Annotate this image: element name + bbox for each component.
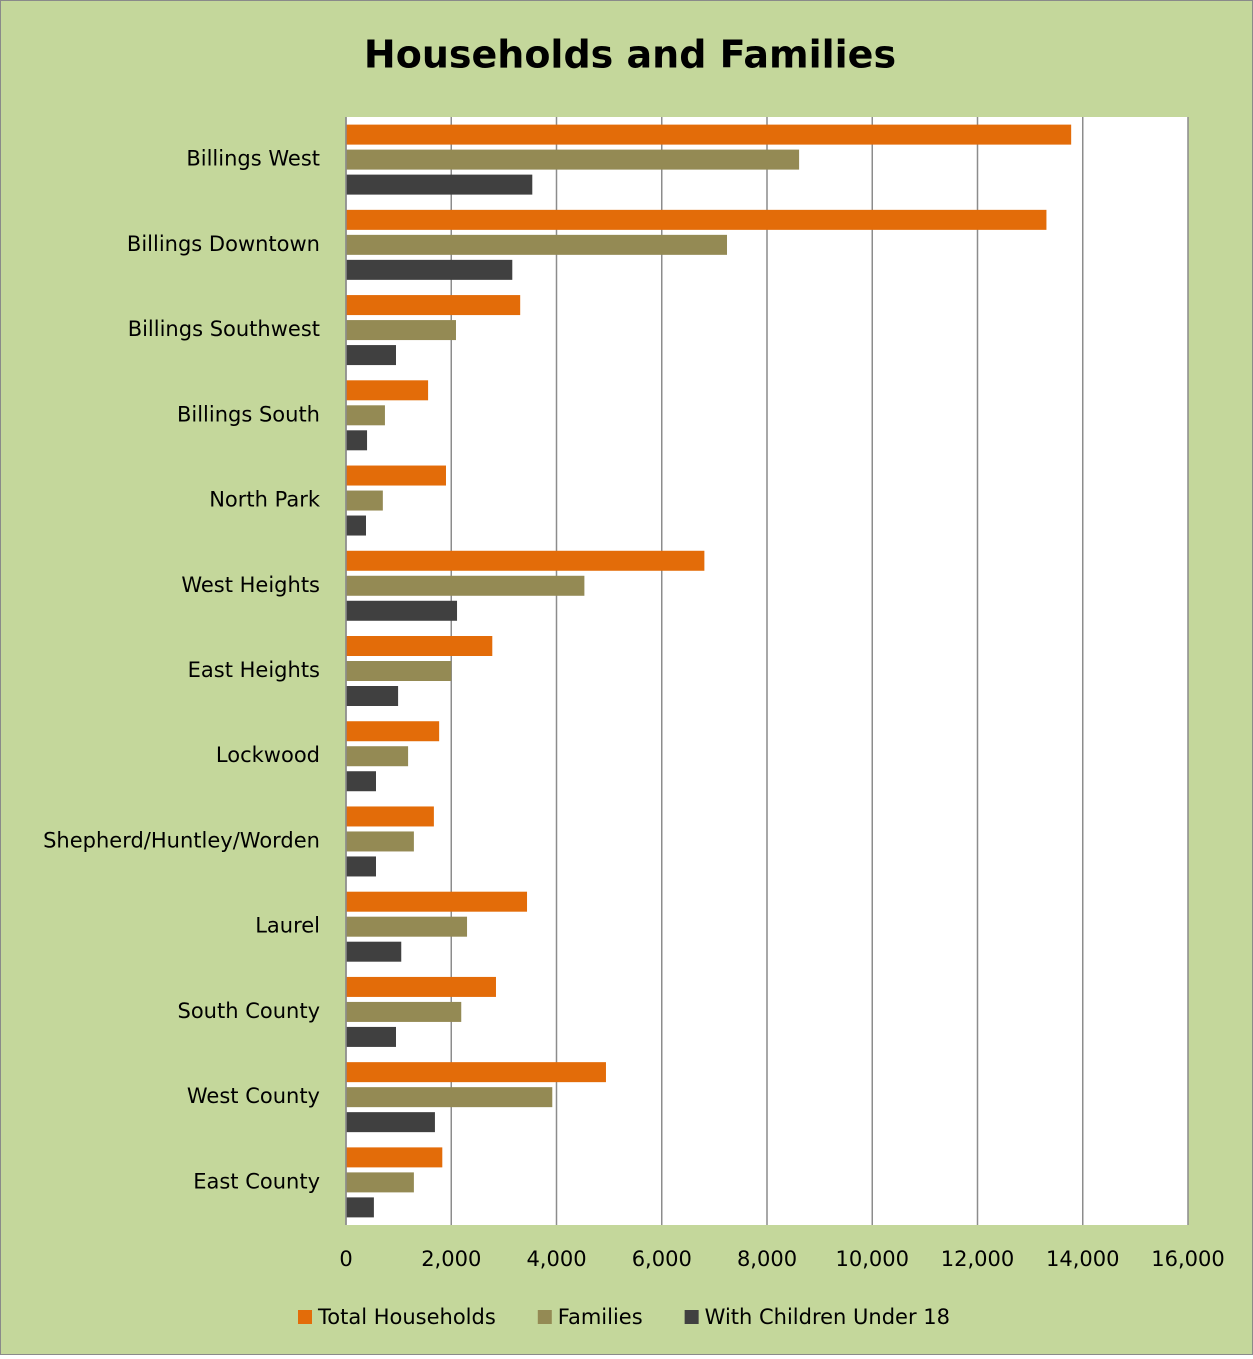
bar: [346, 1197, 374, 1218]
y-tick-label: Billings Southwest: [128, 317, 320, 341]
bar: [346, 1172, 414, 1193]
bar: [346, 405, 385, 426]
bar: [346, 856, 376, 877]
y-tick-label: West County: [187, 1084, 320, 1108]
legend-swatch: [298, 1310, 312, 1324]
legend-label: Total Households: [317, 1305, 496, 1329]
bar: [346, 976, 496, 997]
bar: [346, 1147, 443, 1168]
bar: [346, 600, 458, 621]
bar: [346, 916, 468, 937]
x-tick-label: 0: [339, 1247, 352, 1271]
x-tick-label: 16,000: [1151, 1247, 1224, 1271]
bar: [346, 721, 440, 742]
y-tick-label: West Heights: [181, 573, 320, 597]
bar: [346, 515, 366, 536]
y-tick-label: East County: [193, 1169, 320, 1193]
bar: [346, 746, 409, 767]
bar: [346, 1026, 396, 1047]
bar: [346, 174, 533, 195]
bar: [346, 380, 429, 401]
y-tick-label: Shepherd/Huntley/Worden: [43, 828, 320, 852]
y-tick-label: Lockwood: [216, 743, 320, 767]
bar: [346, 430, 368, 451]
legend-label: With Children Under 18: [705, 1305, 950, 1329]
bar: [346, 550, 705, 571]
x-tick-label: 10,000: [836, 1247, 909, 1271]
bar: [346, 234, 728, 255]
x-tick-label: 6,000: [632, 1247, 692, 1271]
bar: [346, 1087, 553, 1108]
bar: [346, 891, 528, 912]
bar: [346, 806, 434, 827]
bar: [346, 771, 376, 792]
bar: [346, 295, 521, 316]
bar: [346, 345, 396, 366]
y-tick-label: North Park: [209, 488, 321, 512]
bar: [346, 259, 513, 280]
bar: [346, 124, 1072, 145]
bar: [346, 1001, 462, 1022]
bar: [346, 1062, 606, 1083]
bar: [346, 320, 456, 341]
x-tick-label: 8,000: [737, 1247, 797, 1271]
bar: [346, 636, 493, 656]
bar: [346, 1112, 435, 1133]
bar: [346, 686, 399, 706]
y-tick-label: Billings Downtown: [127, 232, 320, 256]
x-tick-label: 2,000: [421, 1247, 481, 1271]
legend-label: Families: [558, 1305, 643, 1329]
bar: [346, 661, 452, 681]
bar: [346, 575, 585, 596]
x-tick-label: 12,000: [941, 1247, 1014, 1271]
bar: [346, 465, 446, 486]
y-tick-label: Billings West: [186, 147, 320, 171]
bar: [346, 831, 414, 852]
bar: [346, 490, 383, 511]
bar: [346, 149, 800, 170]
x-tick-label: 14,000: [1046, 1247, 1119, 1271]
bar: [346, 209, 1047, 230]
legend-swatch: [537, 1310, 552, 1324]
bar: [346, 941, 402, 962]
y-tick-label: Laurel: [255, 914, 320, 938]
y-tick-label: Billings South: [177, 402, 320, 426]
y-tick-label: South County: [178, 999, 321, 1023]
x-tick-label: 4,000: [526, 1247, 586, 1271]
y-tick-label: East Heights: [188, 658, 320, 682]
legend-swatch: [684, 1310, 699, 1324]
chart-title: Households and Families: [364, 33, 896, 77]
